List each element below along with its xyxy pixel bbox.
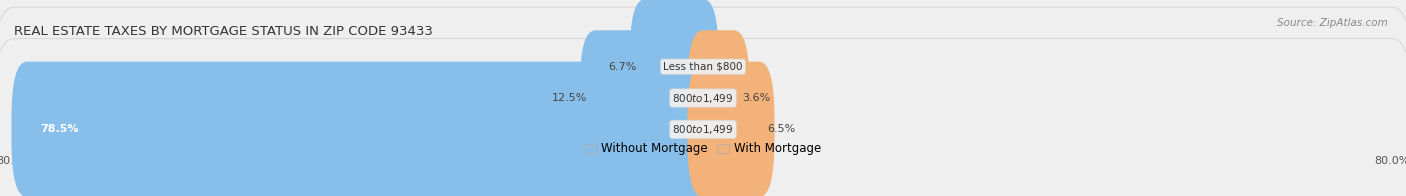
FancyBboxPatch shape: [630, 0, 718, 134]
Text: Source: ZipAtlas.com: Source: ZipAtlas.com: [1277, 18, 1388, 28]
Text: 6.7%: 6.7%: [609, 62, 637, 72]
FancyBboxPatch shape: [0, 7, 1406, 189]
FancyBboxPatch shape: [0, 39, 1406, 196]
Text: 12.5%: 12.5%: [551, 93, 586, 103]
Text: 78.5%: 78.5%: [39, 124, 79, 134]
Text: 6.5%: 6.5%: [768, 124, 796, 134]
FancyBboxPatch shape: [579, 30, 718, 166]
Legend: Without Mortgage, With Mortgage: Without Mortgage, With Mortgage: [581, 138, 825, 160]
Text: $800 to $1,499: $800 to $1,499: [672, 123, 734, 136]
Text: $800 to $1,499: $800 to $1,499: [672, 92, 734, 104]
FancyBboxPatch shape: [11, 62, 718, 196]
Text: REAL ESTATE TAXES BY MORTGAGE STATUS IN ZIP CODE 93433: REAL ESTATE TAXES BY MORTGAGE STATUS IN …: [14, 25, 433, 38]
Text: Less than $800: Less than $800: [664, 62, 742, 72]
Text: 3.6%: 3.6%: [742, 93, 770, 103]
FancyBboxPatch shape: [688, 62, 775, 196]
FancyBboxPatch shape: [0, 0, 1406, 157]
FancyBboxPatch shape: [688, 30, 749, 166]
Text: 0.0%: 0.0%: [711, 62, 740, 72]
